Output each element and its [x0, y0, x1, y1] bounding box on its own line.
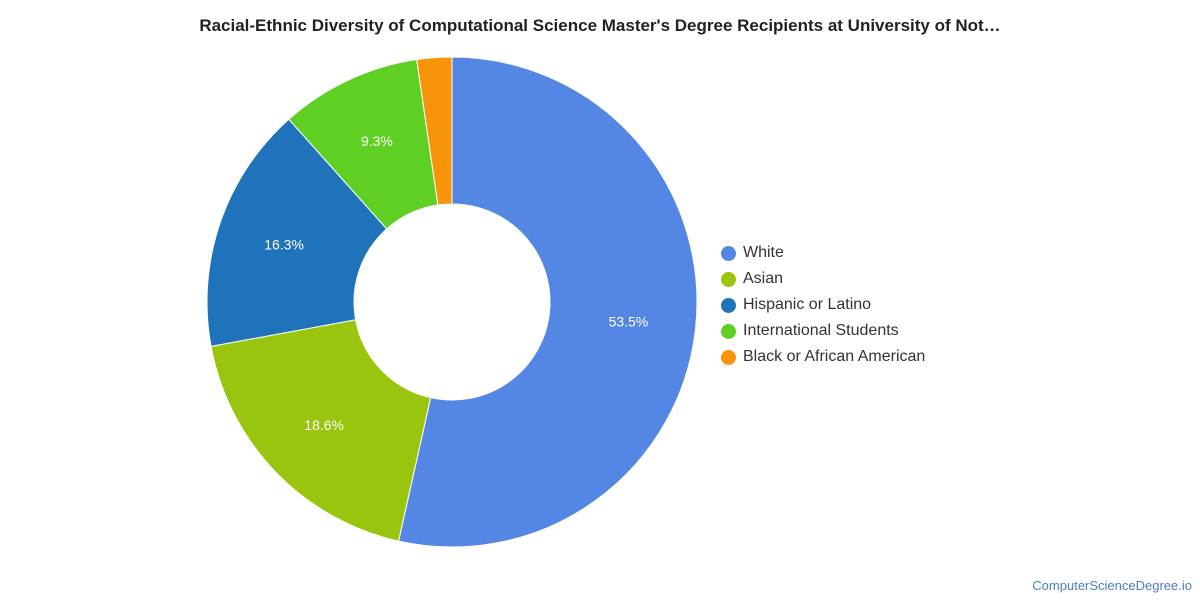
slice-hispanic-or-latino[interactable] — [206, 118, 388, 347]
legend-swatch — [721, 323, 736, 339]
legend-label: White — [743, 244, 784, 261]
slice-asian[interactable] — [210, 319, 432, 542]
legend-swatch — [721, 349, 736, 365]
legend-item-international-students[interactable]: International Students — [721, 318, 925, 344]
slice-data-label: 16.3% — [264, 237, 304, 253]
chart-legend: White Asian Hispanic or Latino Internationa… — [721, 240, 925, 370]
legend-label: Hispanic or Latino — [743, 296, 872, 313]
slice-data-label: 53.5% — [609, 313, 649, 329]
legend-label: International Students — [743, 322, 899, 339]
site-watermark[interactable]: ComputerScienceDegree.io — [1032, 578, 1192, 593]
legend-item-asian[interactable]: Asian — [721, 266, 925, 292]
legend-item-hispanic-or-latino[interactable]: Hispanic or Latino — [721, 292, 925, 318]
legend-swatch — [721, 271, 736, 287]
legend-swatch — [721, 297, 736, 313]
legend-item-black-or-african-american[interactable]: Black or African American — [721, 344, 925, 370]
legend-swatch — [721, 245, 736, 261]
legend-item-white[interactable]: White — [721, 240, 925, 266]
slice-white[interactable] — [397, 56, 698, 548]
chart-title: Racial-Ethnic Diversity of Computational… — [199, 16, 1001, 35]
slice-black-or-african-american[interactable] — [416, 56, 453, 206]
legend-label: Black or African American — [743, 348, 926, 365]
slice-data-label: 9.3% — [361, 133, 393, 149]
legend-label: Asian — [743, 270, 784, 287]
slice-data-label: 18.6% — [304, 417, 344, 433]
